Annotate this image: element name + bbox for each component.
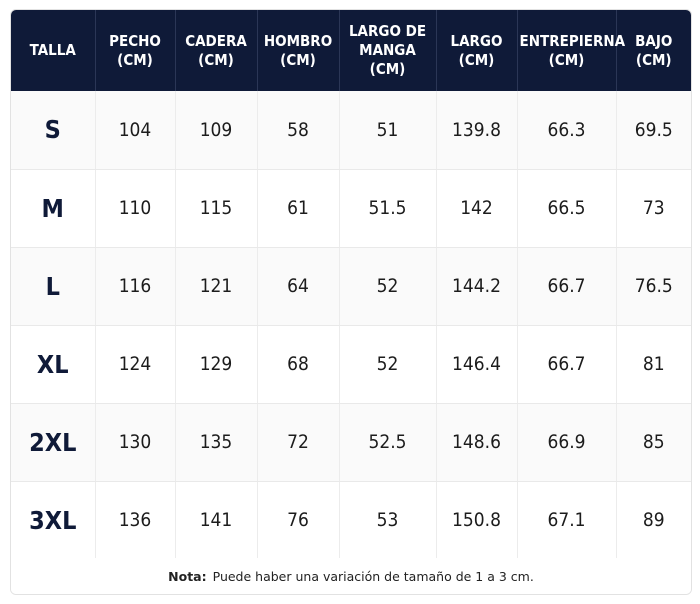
column-header-line: MANGA (CM) [359, 41, 416, 78]
table-cell: 146.4 [436, 325, 518, 404]
column-header-line: HOMBRO [263, 31, 333, 50]
table-cell: 109 [175, 91, 258, 170]
table-cell: 69.5 [616, 91, 691, 170]
table-cell: 52 [339, 247, 437, 326]
column-header-line: ENTREPIERNA [519, 31, 626, 50]
column-header: PECHO (CM) [95, 10, 176, 91]
column-header: HOMBRO (CM) [257, 10, 340, 91]
table-cell: 51.5 [339, 169, 437, 248]
table-cell: 66.5 [517, 169, 617, 248]
table-cell: 66.3 [517, 91, 617, 170]
column-header-line: (CM) [280, 50, 316, 69]
table-cell: 53 [339, 481, 437, 560]
column-header: LARGO DE MANGA (CM) [339, 10, 437, 91]
table-cell: 130 [95, 403, 176, 482]
size-label: XL [11, 325, 96, 404]
column-header: CADERA (CM) [175, 10, 258, 91]
column-header-line: LARGO DE [348, 22, 427, 40]
note-label: Nota: [168, 568, 207, 584]
table-cell: 58 [257, 91, 340, 170]
size-label: L [11, 247, 96, 326]
table-cell: 135 [175, 403, 258, 482]
column-header-line: (CM) [198, 50, 234, 69]
table-cell: 66.7 [517, 325, 617, 404]
table-cell: 72 [257, 403, 340, 482]
table-cell: 116 [95, 247, 176, 326]
table-cell: 141 [175, 481, 258, 560]
table-cell: 67.1 [517, 481, 617, 560]
size-label: S [11, 91, 96, 170]
column-header: TALLA [11, 10, 96, 91]
table-cell: 61 [257, 169, 340, 248]
size-label: 3XL [11, 481, 96, 560]
table-row: XL 124 129 68 52 146.4 66.7 81 [11, 325, 691, 404]
table-cell: 68 [257, 325, 340, 404]
table-cell: 51 [339, 91, 437, 170]
table-cell: 66.9 [517, 403, 617, 482]
size-label: 2XL [11, 403, 96, 482]
table-cell: 76.5 [616, 247, 691, 326]
table-row: 2XL 130 135 72 52.5 148.6 66.9 85 [11, 403, 691, 482]
table-row: L 116 121 64 52 144.2 66.7 76.5 [11, 247, 691, 326]
table-cell: 129 [175, 325, 258, 404]
table-cell: 150.8 [436, 481, 518, 560]
note-text: Puede haber una variación de tamaño de 1… [212, 568, 534, 584]
column-header-line: (CM) [635, 50, 672, 69]
table-cell: 136 [95, 481, 176, 560]
table-header-row: TALLA PECHO (CM) CADERA (CM) HOMBRO (CM) LARGO … [11, 10, 691, 91]
table-cell: 85 [616, 403, 691, 482]
column-header-line: (CM) [458, 50, 495, 69]
table-row: 3XL 136 141 76 53 150.8 67.1 89 [11, 481, 691, 560]
column-header-line: LARGO [450, 31, 503, 50]
size-label: M [11, 169, 96, 248]
table-cell: 73 [616, 169, 691, 248]
column-header-line: (CM) [117, 50, 153, 69]
table-cell: 124 [95, 325, 176, 404]
table-cell: 52.5 [339, 403, 437, 482]
note: Nota: Puede haber una variación de tamañ… [11, 558, 691, 594]
table-cell: 52 [339, 325, 437, 404]
column-header: BAJO (CM) [616, 10, 691, 91]
table-body: S 104 109 58 51 139.8 66.3 69.5 M 110 115 61 51.5 142… [11, 91, 691, 560]
table-cell: 64 [257, 247, 340, 326]
table-cell: 81 [616, 325, 691, 404]
table-cell: 89 [616, 481, 691, 560]
table-cell: 148.6 [436, 403, 518, 482]
column-header-line: TALLA [29, 41, 76, 59]
table-cell: 104 [95, 91, 176, 170]
table-cell: 76 [257, 481, 340, 560]
table-cell: 66.7 [517, 247, 617, 326]
column-header-line: CADERA [185, 31, 247, 50]
column-header: LARGO (CM) [436, 10, 518, 91]
table-row: S 104 109 58 51 139.8 66.3 69.5 [11, 91, 691, 170]
column-header: ENTREPIERNA (CM) [517, 10, 626, 91]
table-cell: 110 [95, 169, 176, 248]
column-header-line: (CM) [548, 50, 585, 69]
size-chart: TALLA PECHO (CM) CADERA (CM) HOMBRO (CM) LARGO … [10, 9, 692, 595]
table-row: M 110 115 61 51.5 142 66.5 73 [11, 169, 691, 248]
table-cell: 115 [175, 169, 258, 248]
size-table: TALLA PECHO (CM) CADERA (CM) HOMBRO (CM) LARGO … [11, 10, 691, 560]
table-cell: 139.8 [436, 91, 518, 170]
table-cell: 144.2 [436, 247, 518, 326]
table-cell: 121 [175, 247, 258, 326]
table-cell: 142 [436, 169, 518, 248]
column-header-line: BAJO [635, 31, 673, 50]
column-header-line: PECHO [109, 31, 161, 50]
